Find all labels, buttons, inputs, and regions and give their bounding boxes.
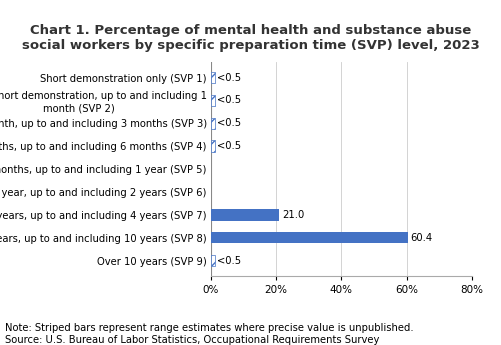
Bar [210, 72, 214, 83]
Text: <0.5: <0.5 [217, 96, 241, 106]
Bar [210, 255, 214, 266]
Bar [210, 140, 214, 152]
Text: 21.0: 21.0 [282, 210, 304, 220]
Bar [210, 209, 279, 220]
Text: Chart 1. Percentage of mental health and substance abuse
social workers by speci: Chart 1. Percentage of mental health and… [22, 24, 479, 52]
Text: <0.5: <0.5 [217, 256, 241, 266]
Bar [210, 232, 407, 244]
Text: <0.5: <0.5 [217, 141, 241, 151]
Text: <0.5: <0.5 [217, 118, 241, 128]
Text: 60.4: 60.4 [410, 233, 432, 243]
Text: <0.5: <0.5 [217, 72, 241, 82]
Bar [210, 95, 214, 106]
Bar [210, 118, 214, 129]
Text: Note: Striped bars represent range estimates where precise value is unpublished.: Note: Striped bars represent range estim… [5, 323, 413, 345]
